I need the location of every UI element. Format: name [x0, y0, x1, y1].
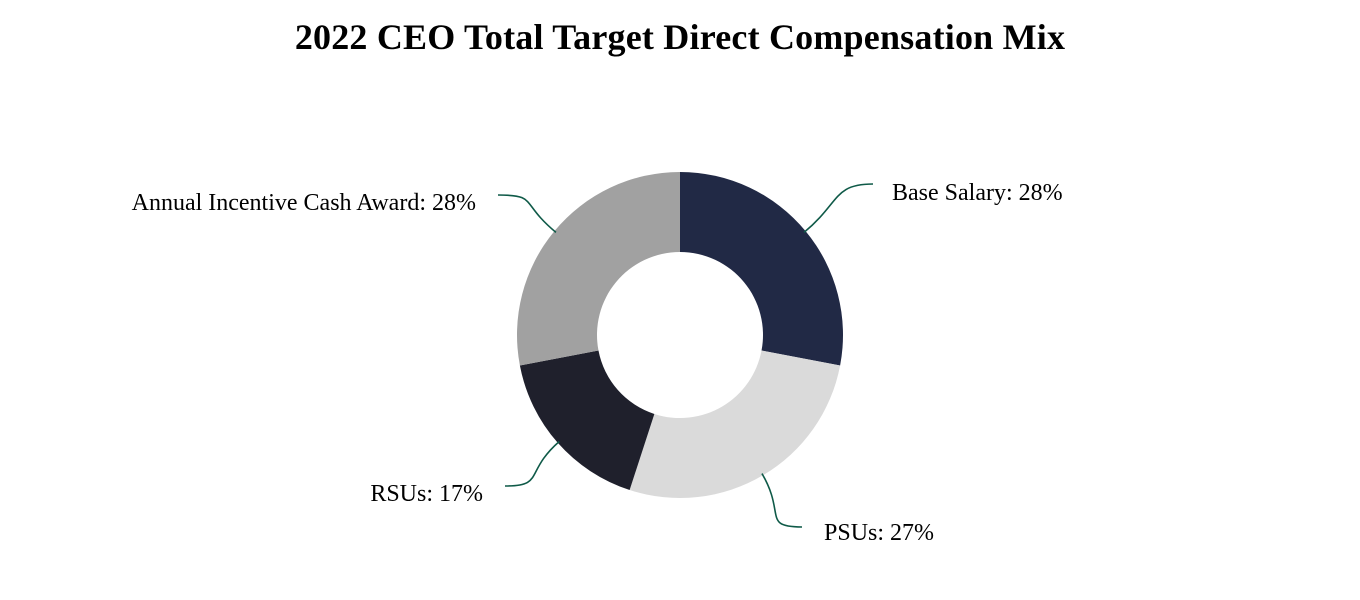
chart-title: 2022 CEO Total Target Direct Compensatio…: [294, 17, 1066, 57]
leader-lines-layer: [497, 183, 874, 528]
label-rsus: RSUs: 17%: [370, 481, 483, 507]
slice-rsus: [519, 350, 655, 491]
slice-psus: [629, 350, 841, 498]
label-psus: PSUs: 27%: [824, 520, 934, 546]
leader-line-rsus: [504, 440, 560, 487]
slices-layer: [517, 172, 843, 498]
leader-line-annual-incentive-cash-award: [497, 194, 557, 233]
label-annual-incentive-cash-award: Annual Incentive Cash Award: 28%: [132, 190, 476, 216]
label-base-salary: Base Salary: 28%: [892, 180, 1063, 206]
leader-line-base-salary: [803, 183, 874, 233]
leader-line-psus: [761, 473, 803, 528]
labels-layer: Base Salary: 28% PSUs: 27% RSUs: 17% Annual…: [132, 180, 1063, 546]
slice-base-salary: [680, 172, 843, 366]
slice-annual-incentive-cash-award: [517, 172, 680, 366]
